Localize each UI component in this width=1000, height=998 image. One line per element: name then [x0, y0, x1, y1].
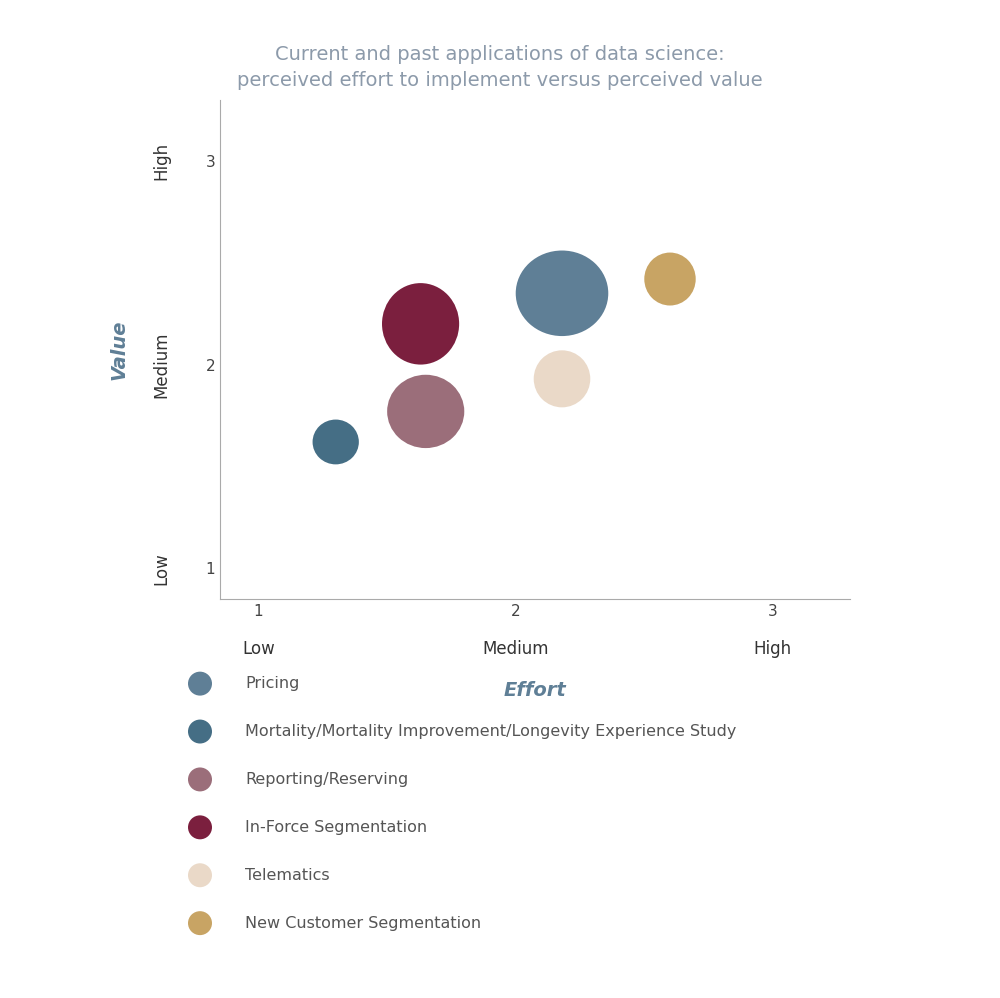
Text: Current and past applications of data science:
perceived effort to implement ver: Current and past applications of data sc…: [237, 45, 763, 91]
Text: Medium: Medium: [153, 331, 171, 398]
Ellipse shape: [313, 419, 359, 464]
Text: Pricing: Pricing: [245, 676, 299, 692]
Ellipse shape: [516, 250, 608, 336]
Text: Low: Low: [242, 641, 275, 659]
Text: Telematics: Telematics: [245, 867, 330, 883]
Text: High: High: [754, 641, 792, 659]
Text: Reporting/Reserving: Reporting/Reserving: [245, 771, 408, 787]
Text: High: High: [153, 142, 171, 180]
X-axis label: Effort: Effort: [504, 682, 566, 701]
Text: Low: Low: [153, 552, 171, 585]
Text: Medium: Medium: [482, 641, 549, 659]
Y-axis label: Value: Value: [110, 319, 129, 379]
Ellipse shape: [382, 283, 459, 364]
Ellipse shape: [644, 252, 696, 305]
Text: In-Force Segmentation: In-Force Segmentation: [245, 819, 427, 835]
Text: New Customer Segmentation: New Customer Segmentation: [245, 915, 481, 931]
Ellipse shape: [387, 375, 464, 448]
Text: Mortality/Mortality Improvement/Longevity Experience Study: Mortality/Mortality Improvement/Longevit…: [245, 724, 736, 740]
Ellipse shape: [534, 350, 590, 407]
